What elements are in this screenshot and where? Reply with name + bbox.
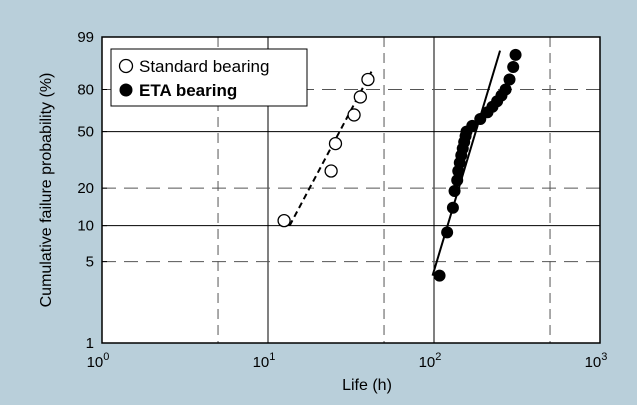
y-tick-label: 99 <box>77 29 94 46</box>
legend-label-standard: Standard bearing <box>139 57 269 76</box>
point-eta <box>451 174 464 187</box>
legend-marker-eta <box>119 83 133 97</box>
point-eta <box>433 269 446 282</box>
y-tick-label: 1 <box>86 335 94 352</box>
point-eta <box>448 185 461 198</box>
legend: Standard bearing ETA bearing <box>110 48 308 107</box>
y-tick-label: 10 <box>77 218 94 235</box>
y-tick-label: 80 <box>77 82 94 99</box>
y-tick-label: 20 <box>77 180 94 197</box>
legend-marker-standard <box>118 58 134 74</box>
point-eta <box>446 201 459 214</box>
point-eta <box>499 83 512 96</box>
x-tick-label: 103 <box>585 351 608 371</box>
point-eta <box>509 48 522 61</box>
y-axis-label: Cumulative failure probability (%) <box>38 73 55 308</box>
y-axis-ticks: 99 80 50 20 10 5 1 <box>77 29 107 352</box>
point-eta <box>466 119 479 132</box>
point-standard <box>328 136 343 151</box>
point-standard <box>324 164 338 178</box>
x-tick-label: 101 <box>253 351 276 371</box>
legend-label-eta: ETA bearing <box>139 81 237 100</box>
y-tick-label: 5 <box>86 254 94 271</box>
point-eta <box>441 226 454 239</box>
fit-line-1 <box>431 50 502 276</box>
y-tick-label: 50 <box>77 124 94 141</box>
x-tick-label: 100 <box>87 351 110 371</box>
point-standard <box>353 90 367 104</box>
point-standard <box>277 213 291 228</box>
legend-box <box>110 48 308 107</box>
point-standard <box>361 72 375 87</box>
point-eta <box>503 73 516 86</box>
plot-frame <box>101 36 601 344</box>
point-standard <box>347 108 361 122</box>
x-tick-label: 102 <box>419 351 442 371</box>
point-eta <box>507 60 520 73</box>
x-axis-ticks: 100 101 102 103 <box>87 351 608 371</box>
data-points <box>277 48 522 282</box>
x-axis-label: Life (h) <box>342 377 392 394</box>
